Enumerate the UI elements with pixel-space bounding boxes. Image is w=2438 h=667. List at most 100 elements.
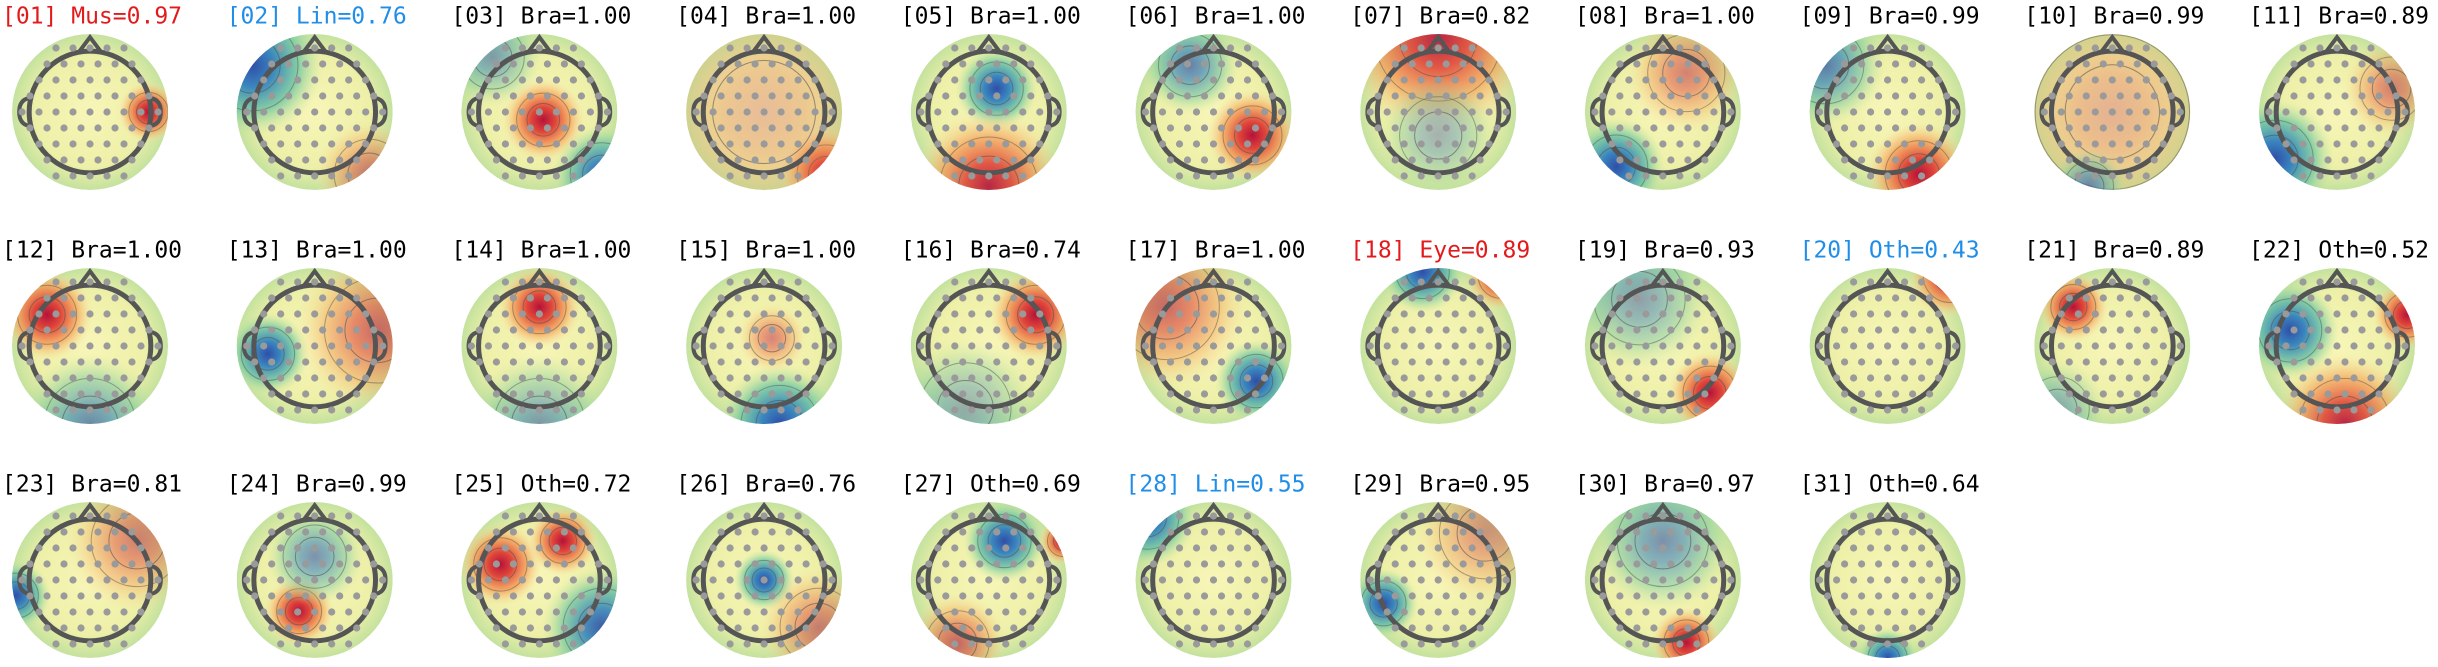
electrode <box>2324 60 2332 68</box>
electrode <box>111 358 119 366</box>
electrode <box>319 294 327 302</box>
electrode <box>77 124 85 132</box>
electrode <box>794 512 802 520</box>
electrode <box>2116 326 2124 334</box>
activation-blob <box>19 353 161 424</box>
electrode <box>1226 44 1235 52</box>
electrode <box>760 108 768 116</box>
electrode <box>976 358 984 366</box>
electrode <box>268 560 276 568</box>
electrode <box>2125 310 2133 318</box>
electrode <box>1858 156 1866 164</box>
electrode <box>2299 310 2307 318</box>
electrode <box>137 76 145 84</box>
component-label: [13] Bra=1.00 <box>227 238 407 264</box>
electrode <box>1019 576 1027 584</box>
electrode <box>345 108 353 116</box>
electrode <box>1918 44 1926 52</box>
contour-line <box>1438 502 1517 580</box>
electrode <box>1824 560 1832 568</box>
topomap: [02] Lin=0.76 <box>227 4 407 190</box>
electrode <box>1599 592 1607 600</box>
electrode <box>492 294 500 302</box>
electrode <box>1200 592 1209 600</box>
electrode <box>1625 406 1633 414</box>
topomap: [31] Oth=0.64 <box>1800 472 1980 658</box>
electrode <box>328 406 336 414</box>
electrode <box>526 624 535 632</box>
electrode <box>1053 342 1061 350</box>
electrode <box>1277 342 1286 350</box>
electrode <box>951 44 959 52</box>
nose <box>1874 267 1902 289</box>
electrode <box>120 374 128 382</box>
electrode <box>2401 108 2409 116</box>
electrode <box>1659 342 1667 350</box>
electrode <box>976 390 984 398</box>
topomap: [28] Lin=0.55 <box>1126 472 1306 658</box>
electrode <box>1217 528 1226 536</box>
electrode <box>2108 342 2116 350</box>
electrode <box>328 172 336 180</box>
electrode <box>1476 124 1484 132</box>
electrode <box>993 624 1001 632</box>
electrode <box>1002 512 1010 520</box>
electrode <box>1175 544 1184 552</box>
electrode <box>560 390 569 398</box>
electrode <box>569 44 578 52</box>
electrode <box>94 358 102 366</box>
electrode <box>128 560 136 568</box>
electrode <box>1158 374 1167 382</box>
electrode <box>2116 92 2124 100</box>
electrode <box>2159 108 2167 116</box>
topomap: [01] Mus=0.97 <box>2 4 182 190</box>
electrode <box>1226 406 1235 414</box>
electrode <box>2333 406 2341 414</box>
electrode <box>294 608 302 616</box>
electrode <box>1175 44 1184 52</box>
electrode <box>726 172 734 180</box>
electrode <box>2150 60 2158 68</box>
electrode <box>1901 76 1909 84</box>
electrode <box>2099 358 2107 366</box>
electrode <box>942 624 950 632</box>
electrode <box>277 140 285 148</box>
electrode <box>467 342 475 350</box>
electrode <box>1926 294 1934 302</box>
electrode <box>951 640 959 648</box>
electrode <box>1400 608 1408 616</box>
electrode <box>1434 342 1442 350</box>
electrode <box>2341 358 2349 366</box>
electrode <box>52 108 60 116</box>
electrode <box>526 528 535 536</box>
electrode <box>726 44 734 52</box>
electrode <box>1918 640 1926 648</box>
electrode <box>1175 406 1184 414</box>
electrode <box>1659 278 1667 286</box>
electrode <box>1926 156 1934 164</box>
electrode <box>52 406 60 414</box>
electrode <box>1468 544 1476 552</box>
electrode <box>2091 108 2099 116</box>
electrode <box>569 310 578 318</box>
electrode <box>1010 592 1018 600</box>
electrode <box>484 310 492 318</box>
electrode <box>743 640 751 648</box>
electrode <box>942 592 950 600</box>
electrode <box>1400 374 1408 382</box>
electrode <box>1383 342 1391 350</box>
electrode <box>509 592 517 600</box>
electrode <box>2392 92 2400 100</box>
electrode <box>1044 326 1052 334</box>
electrode <box>1442 294 1450 302</box>
electrode <box>1701 560 1709 568</box>
electrode <box>794 406 802 414</box>
electrode <box>1867 406 1875 414</box>
electrode <box>1044 92 1052 100</box>
electrode <box>1676 172 1684 180</box>
electrode <box>362 342 370 350</box>
electrode <box>2057 76 2065 84</box>
electrode <box>1693 342 1701 350</box>
electrode <box>1667 592 1675 600</box>
electrode <box>1400 310 1408 318</box>
